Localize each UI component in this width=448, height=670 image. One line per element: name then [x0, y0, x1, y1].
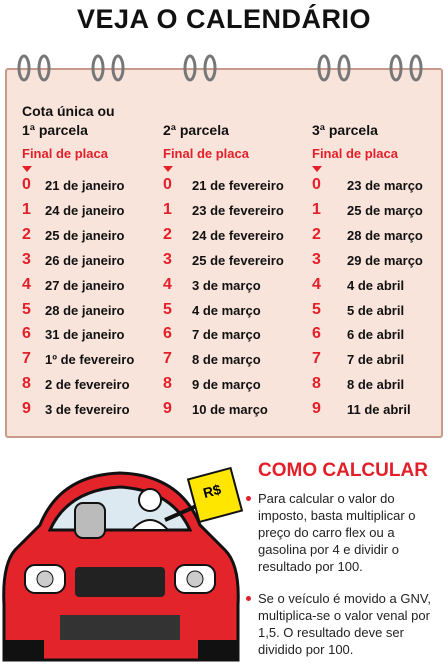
- due-date: 28 de janeiro: [45, 302, 125, 318]
- due-date: 23 de março: [347, 178, 423, 193]
- plate-digit: 9: [163, 400, 172, 418]
- plate-digit: 9: [22, 400, 31, 418]
- due-date: 5 de abril: [347, 302, 405, 318]
- due-date: 21 de janeiro: [45, 178, 125, 193]
- plate-digit: 2: [22, 225, 31, 243]
- due-date: 8 de março: [192, 352, 261, 368]
- title: VEJA O CALENDÁRIO: [76, 4, 372, 34]
- plate-digit: 0: [312, 176, 321, 193]
- plate-digit: 3: [22, 250, 31, 268]
- due-date: 6 de abril: [347, 327, 405, 343]
- plate-digit: 3: [163, 250, 172, 268]
- due-date: 1º de fevereiro: [45, 352, 135, 368]
- plate-label: Final de placa: [22, 146, 108, 161]
- bullet-dot: [246, 496, 251, 501]
- column-header: 3ª parcela: [312, 122, 378, 138]
- plate-digit: 7: [312, 350, 321, 368]
- bullet-text: Se o veículo é movido a GNV, multiplica-…: [258, 591, 431, 657]
- plate-digit: 4: [163, 275, 172, 293]
- bullet-text: Para calcular o valor do imposto, basta …: [258, 491, 416, 574]
- due-date: 4 de março: [192, 302, 261, 318]
- due-date: 3 de março: [192, 277, 261, 293]
- plate-digit: 5: [163, 300, 172, 318]
- plate-label: Final de placa: [312, 146, 398, 161]
- due-date: 25 de janeiro: [45, 227, 125, 243]
- due-date: 31 de janeiro: [45, 327, 125, 343]
- plate-digit: 1: [312, 200, 321, 218]
- due-date: 28 de março: [347, 227, 423, 243]
- due-date: 9 de março: [192, 377, 261, 393]
- due-date: 24 de janeiro: [45, 202, 125, 218]
- plate-digit: 4: [312, 275, 321, 293]
- plate-digit: 4: [22, 275, 31, 293]
- due-date: 7 de março: [192, 327, 261, 343]
- plate-digit: 2: [312, 225, 321, 243]
- marker: [163, 166, 173, 172]
- plate-digit: 3: [312, 250, 321, 268]
- due-date: 25 de março: [347, 202, 423, 218]
- due-date: 4 de abril: [347, 277, 405, 293]
- plate-digit: 6: [312, 325, 321, 343]
- plate-digit: 1: [22, 200, 31, 218]
- plate-digit: 8: [163, 375, 172, 393]
- due-date: 29 de março: [347, 252, 423, 268]
- due-date: 10 de março: [192, 402, 268, 418]
- rings: [17, 54, 423, 82]
- column-header: 2ª parcela: [163, 122, 229, 138]
- due-date: 25 de fevereiro: [192, 252, 284, 268]
- calendar: [5, 68, 443, 438]
- plate-digit: 5: [312, 300, 321, 318]
- plate-digit: 9: [312, 400, 321, 418]
- plate-digit: 7: [22, 350, 31, 368]
- plate-digit: 6: [22, 325, 31, 343]
- plate-digit: 0: [22, 176, 31, 193]
- plate-label: Final de placa: [163, 146, 249, 161]
- plate-digit: 6: [163, 325, 172, 343]
- section-title: COMO CALCULAR: [258, 460, 428, 481]
- bullet-dot: [246, 596, 251, 601]
- due-date: 23 de fevereiro: [192, 202, 284, 218]
- plate-digit: 0: [163, 176, 172, 193]
- plate-digit: 8: [312, 375, 321, 393]
- car-illustration: [2, 466, 244, 662]
- column-header: 1ª parcela: [22, 122, 88, 138]
- marker: [312, 166, 322, 172]
- due-date: 24 de fevereiro: [192, 227, 284, 243]
- due-date: 3 de fevereiro: [45, 402, 130, 418]
- plate-digit: 2: [163, 225, 172, 243]
- due-date: 26 de janeiro: [45, 252, 125, 268]
- due-date: 21 de fevereiro: [192, 178, 284, 193]
- plate-digit: 8: [22, 375, 31, 393]
- marker: [22, 166, 32, 172]
- plate-digit: 5: [22, 300, 31, 318]
- due-date: 11 de abril: [347, 402, 411, 418]
- due-date: 2 de fevereiro: [45, 377, 130, 393]
- due-date: 7 de abril: [347, 352, 405, 368]
- plate-digit: 1: [163, 200, 172, 218]
- column-header: Cota única ou: [22, 103, 115, 119]
- plate-digit: 7: [163, 350, 172, 368]
- due-date: 27 de janeiro: [45, 277, 125, 293]
- due-date: 8 de abril: [347, 377, 405, 393]
